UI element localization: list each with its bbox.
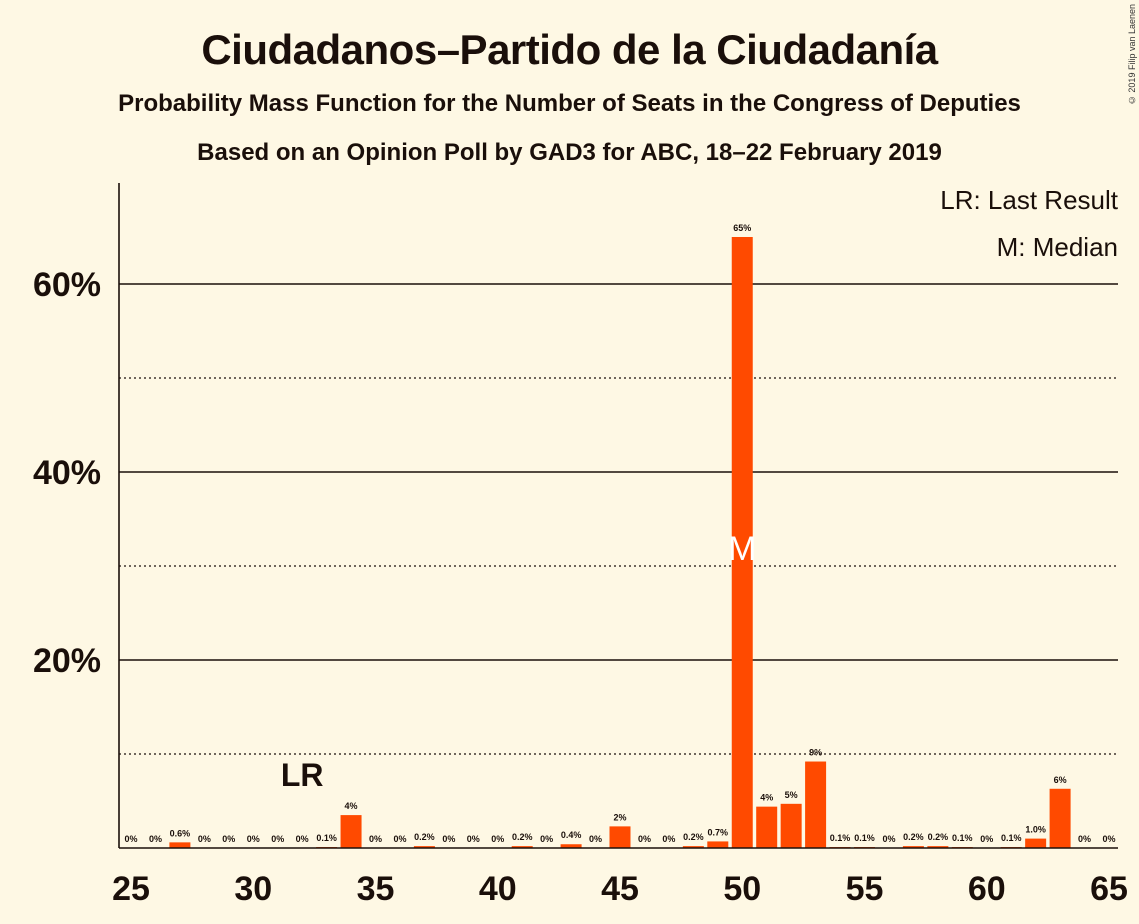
data-label-seat-38: 0% (442, 834, 455, 844)
median-marker: M (728, 530, 756, 568)
bar-seat-63 (1049, 788, 1071, 848)
x-tick-label-45: 45 (601, 870, 639, 908)
data-label-seat-48: 0.2% (683, 832, 704, 842)
data-label-seat-45: 2% (613, 812, 626, 822)
bar-seat-52 (780, 803, 802, 848)
data-label-seat-55: 0.1% (854, 833, 875, 843)
data-label-seat-44: 0% (589, 834, 602, 844)
data-label-seat-57: 0.2% (903, 832, 924, 842)
data-label-seat-31: 0% (271, 834, 284, 844)
data-label-seat-49: 0.7% (708, 827, 729, 837)
last-result-marker: LR (281, 757, 324, 793)
data-label-seat-65: 0% (1102, 834, 1115, 844)
bar-seat-62 (1025, 838, 1047, 848)
data-label-seat-29: 0% (222, 834, 235, 844)
data-label-seat-37: 0.2% (414, 832, 435, 842)
bar-seat-53 (805, 761, 827, 848)
data-label-seat-63: 6% (1054, 775, 1067, 785)
bar-seat-45 (609, 826, 631, 848)
x-tick-label-60: 60 (968, 870, 1006, 908)
axes: 20% 40% 60% 25 30 35 40 45 50 55 60 65 (33, 183, 1128, 908)
chart-subtitle-poll: Based on an Opinion Poll by GAD3 for ABC… (197, 139, 942, 166)
data-label-seat-39: 0% (467, 834, 480, 844)
bar-seat-50 (731, 237, 753, 848)
chart-subtitle: Probability Mass Function for the Number… (118, 90, 1021, 117)
data-label-seat-47: 0% (662, 834, 675, 844)
data-labels: 0% 0% 0.6% 0% 0% 0% 0% 0% 0.1% 4% 0% 0% 0.2% 0% 0% 0% 0.… (124, 223, 1115, 844)
bar-seat-58 (927, 846, 949, 848)
data-label-seat-35: 0% (369, 834, 382, 844)
bar-seat-41 (511, 846, 533, 848)
legend-entry-0: LR: Last Result (940, 185, 1119, 215)
data-label-seat-34: 4% (345, 801, 358, 811)
bar-seat-48 (682, 846, 704, 848)
grid-lines (119, 283, 1118, 755)
data-label-seat-33: 0.1% (316, 833, 337, 843)
bar-seat-43 (560, 844, 582, 848)
data-label-seat-28: 0% (198, 834, 211, 844)
data-label-seat-60: 0% (980, 834, 993, 844)
bar-seat-51 (756, 806, 778, 848)
data-label-seat-62: 1.0% (1025, 825, 1046, 835)
chart-title: Ciudadanos–Partido de la Ciudadanía (201, 26, 938, 73)
data-label-seat-40: 0% (491, 834, 504, 844)
x-tick-label-40: 40 (479, 870, 517, 908)
data-label-seat-30: 0% (247, 834, 260, 844)
data-label-seat-43: 0.4% (561, 830, 582, 840)
bar-seat-27 (169, 842, 191, 848)
data-label-seat-58: 0.2% (928, 832, 949, 842)
data-label-seat-53: 9% (809, 748, 822, 758)
data-label-seat-42: 0% (540, 834, 553, 844)
bar-seat-37 (413, 846, 435, 848)
y-tick-label-20: 20% (33, 642, 101, 680)
data-label-seat-25: 0% (124, 834, 137, 844)
y-tick-label-40: 40% (33, 454, 101, 492)
x-tick-label-30: 30 (234, 870, 272, 908)
x-tick-label-50: 50 (723, 870, 761, 908)
data-label-seat-41: 0.2% (512, 832, 533, 842)
data-label-seat-32: 0% (296, 834, 309, 844)
data-label-seat-51: 4% (760, 793, 773, 803)
data-label-seat-59: 0.1% (952, 833, 973, 843)
data-label-seat-61: 0.1% (1001, 833, 1022, 843)
annotations: LR M LR: Last Result M: Median (281, 185, 1119, 793)
data-label-seat-52: 5% (785, 790, 798, 800)
x-tick-label-25: 25 (112, 870, 150, 908)
data-label-seat-36: 0% (393, 834, 406, 844)
legend-entry-1: M: Median (997, 232, 1118, 262)
data-label-seat-56: 0% (882, 834, 895, 844)
data-label-seat-46: 0% (638, 834, 651, 844)
bars (169, 237, 1071, 848)
y-tick-label-60: 60% (33, 266, 101, 304)
x-tick-label-65: 65 (1090, 870, 1128, 908)
data-label-seat-50: 65% (733, 223, 751, 233)
bar-seat-57 (902, 846, 924, 848)
data-label-seat-26: 0% (149, 834, 162, 844)
x-tick-label-55: 55 (846, 870, 884, 908)
data-label-seat-54: 0.1% (830, 833, 851, 843)
x-tick-label-35: 35 (357, 870, 395, 908)
data-label-seat-64: 0% (1078, 834, 1091, 844)
data-label-seat-27: 0.6% (170, 828, 191, 838)
bar-seat-34 (340, 815, 362, 848)
bar-seat-49 (707, 841, 729, 848)
